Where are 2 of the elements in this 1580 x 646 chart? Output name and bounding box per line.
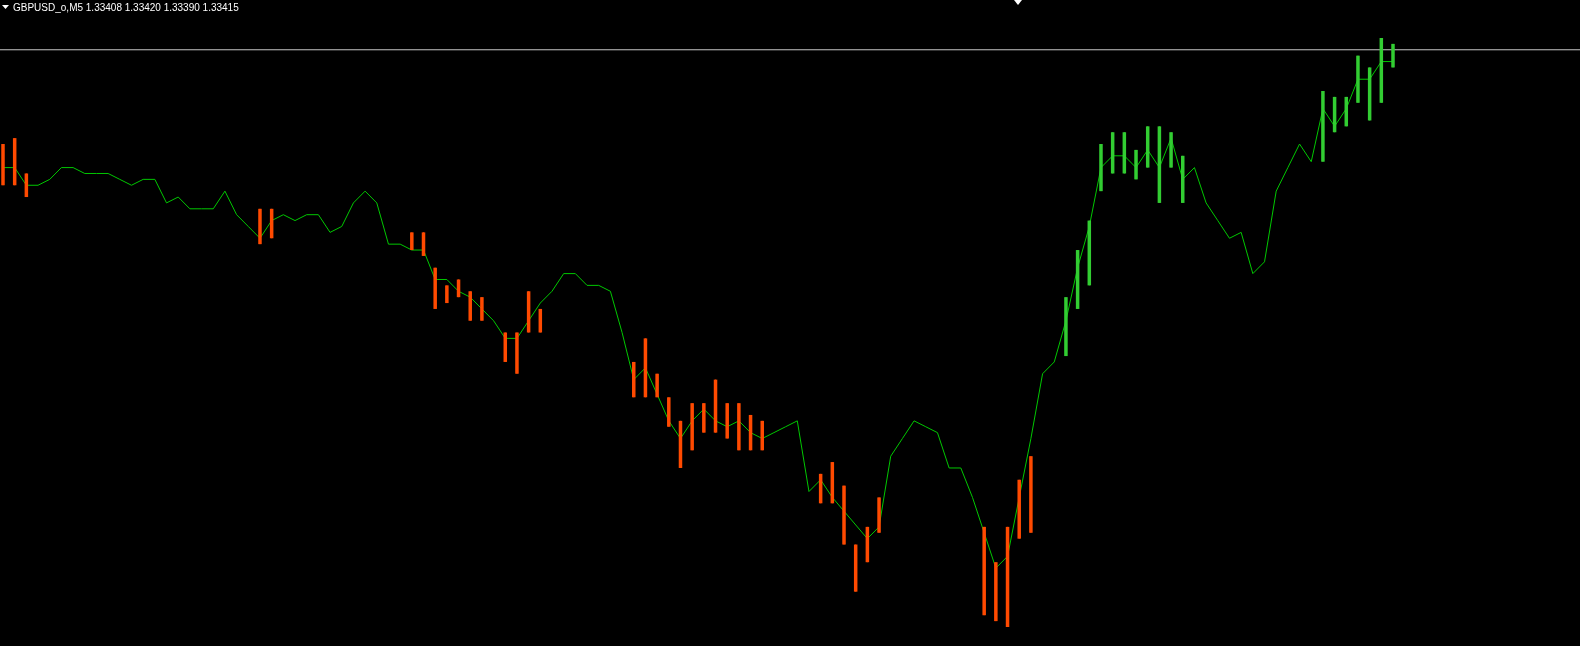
candlestick bbox=[480, 296, 484, 322]
chart-title: GBPUSD_o,M5 1.33408 1.33420 1.33390 1.33415 bbox=[13, 2, 240, 13]
